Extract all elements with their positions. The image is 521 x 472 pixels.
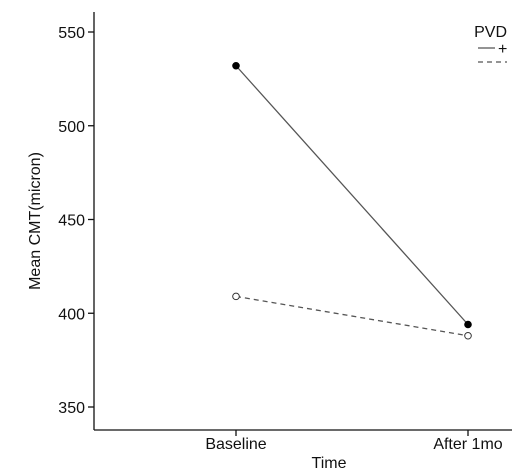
x-tick-label: After 1mo [433, 436, 502, 453]
y-ticks: 350 400 450 500 550 [58, 25, 94, 417]
series-group [232, 61, 472, 340]
y-axis-title: Mean CMT(micron) [27, 152, 44, 290]
data-point [464, 331, 472, 340]
y-tick-label: 400 [58, 306, 85, 323]
y-tick-label: 500 [58, 119, 85, 136]
legend: PVD + [474, 24, 507, 63]
series-line-pvd-minus [235, 295, 469, 337]
x-axis-title: Time [312, 455, 347, 472]
legend-label-plus: + [498, 41, 507, 58]
data-point [232, 292, 240, 301]
legend-title: PVD [474, 24, 507, 41]
x-ticks: Baseline After 1mo [205, 430, 503, 453]
data-point [232, 61, 240, 70]
series-line-pvd-plus [235, 65, 469, 325]
data-point [464, 320, 472, 329]
x-tick-label: Baseline [205, 436, 266, 453]
y-tick-label: 550 [58, 25, 85, 42]
y-tick-label: 350 [58, 400, 85, 417]
y-tick-label: 450 [58, 213, 85, 230]
